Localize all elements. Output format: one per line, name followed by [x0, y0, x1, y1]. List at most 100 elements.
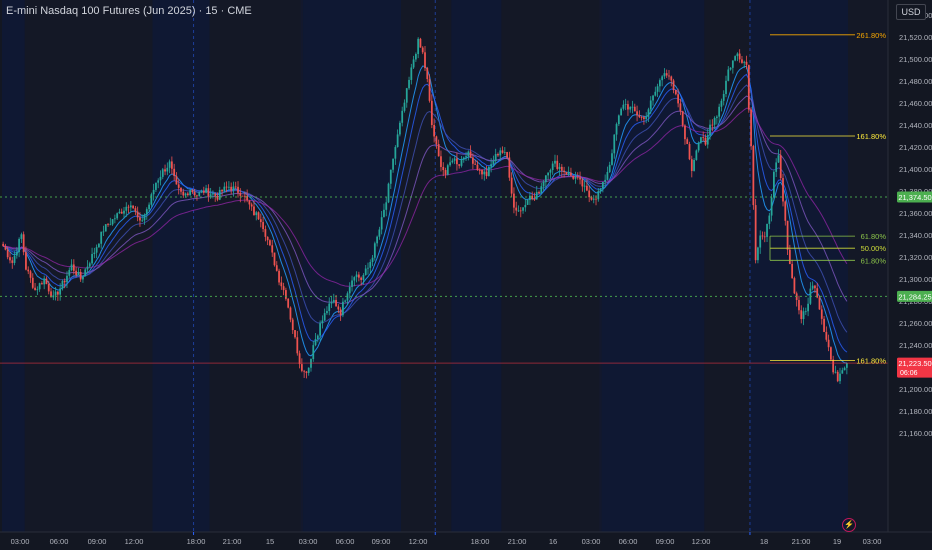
symbol-title[interactable]: E-mini Nasdaq 100 Futures (Jun 2025) · 1…: [6, 5, 252, 17]
candle: [132, 205, 135, 209]
candle: [786, 220, 789, 250]
candle: [654, 91, 657, 96]
candle: [688, 144, 691, 160]
candle: [465, 156, 467, 158]
lightning-icon[interactable]: ⚡: [842, 518, 856, 532]
candle: [22, 234, 25, 253]
candle: [392, 158, 394, 170]
candle: [285, 290, 287, 299]
candle: [836, 371, 839, 382]
candle: [230, 186, 233, 191]
candle: [665, 73, 668, 76]
candle: [419, 38, 422, 48]
candle: [319, 323, 321, 336]
candle: [497, 153, 499, 156]
candle: [120, 211, 123, 214]
candle: [4, 246, 7, 250]
price-tick-label: 21,500.00: [899, 55, 932, 64]
candle: [414, 54, 417, 60]
candle: [845, 363, 848, 368]
candle: [777, 155, 780, 163]
candle: [362, 275, 365, 280]
candle: [421, 47, 424, 53]
candle: [280, 282, 283, 287]
candle: [344, 300, 347, 302]
candle: [369, 262, 372, 268]
candle: [592, 198, 595, 200]
candle: [200, 190, 203, 193]
candle: [804, 311, 807, 313]
candle: [346, 293, 349, 301]
candle: [713, 117, 716, 125]
candle: [75, 270, 78, 275]
candle: [273, 252, 276, 266]
candle: [255, 212, 258, 216]
candle: [551, 163, 554, 171]
candle: [508, 157, 511, 178]
currency-button[interactable]: USD: [896, 4, 926, 20]
candle: [50, 291, 52, 298]
price-tick-label: 21,200.00: [899, 385, 932, 394]
candle: [752, 146, 755, 206]
candle: [736, 53, 739, 57]
candle: [572, 175, 575, 179]
candle: [314, 339, 317, 346]
candle: [41, 283, 43, 285]
candle: [143, 214, 146, 221]
price-badge-label: 21,284.25: [898, 292, 931, 301]
candle: [228, 186, 230, 188]
candle: [118, 211, 121, 214]
candle: [335, 299, 337, 307]
candle: [383, 209, 385, 218]
candle: [296, 337, 299, 354]
candle: [722, 93, 725, 101]
candle: [784, 201, 787, 221]
candle: [453, 158, 456, 161]
candle: [782, 178, 784, 202]
candle: [522, 207, 524, 211]
candle: [378, 229, 381, 237]
price-tick-label: 21,180.00: [899, 407, 932, 416]
fib-level-label: 50.00%: [861, 244, 887, 253]
price-tick-label: 21,440.00: [899, 121, 932, 130]
candle: [216, 195, 219, 200]
candle: [29, 271, 32, 278]
candle: [750, 109, 752, 147]
candle: [487, 166, 490, 176]
candle: [11, 260, 14, 263]
offhours-band: [501, 0, 602, 532]
time-tick-label: 19: [833, 537, 841, 546]
candle: [250, 204, 253, 207]
candle: [412, 59, 415, 68]
candle: [624, 104, 627, 105]
candle: [524, 204, 527, 208]
candle: [727, 69, 730, 81]
candle: [189, 190, 192, 196]
candle: [467, 151, 470, 157]
candle: [807, 303, 809, 312]
moving-average-line: [3, 84, 848, 333]
candle: [446, 165, 449, 175]
price-tick-label: 21,160.00: [899, 429, 932, 438]
candle: [34, 287, 36, 291]
candle: [241, 195, 244, 197]
candle: [613, 134, 616, 154]
candle: [364, 268, 367, 276]
candle: [353, 277, 356, 281]
candle: [668, 75, 670, 77]
time-tick-label: 16: [549, 537, 557, 546]
candle: [695, 150, 698, 160]
candle: [544, 175, 547, 183]
candle: [342, 301, 344, 316]
candle: [754, 205, 757, 261]
candle: [193, 192, 196, 196]
candle: [706, 135, 709, 145]
candle: [672, 80, 675, 91]
candle: [161, 169, 164, 177]
candle: [355, 274, 358, 278]
candle: [63, 280, 66, 283]
candle: [330, 302, 333, 304]
candle: [394, 147, 397, 159]
candle: [757, 247, 759, 261]
